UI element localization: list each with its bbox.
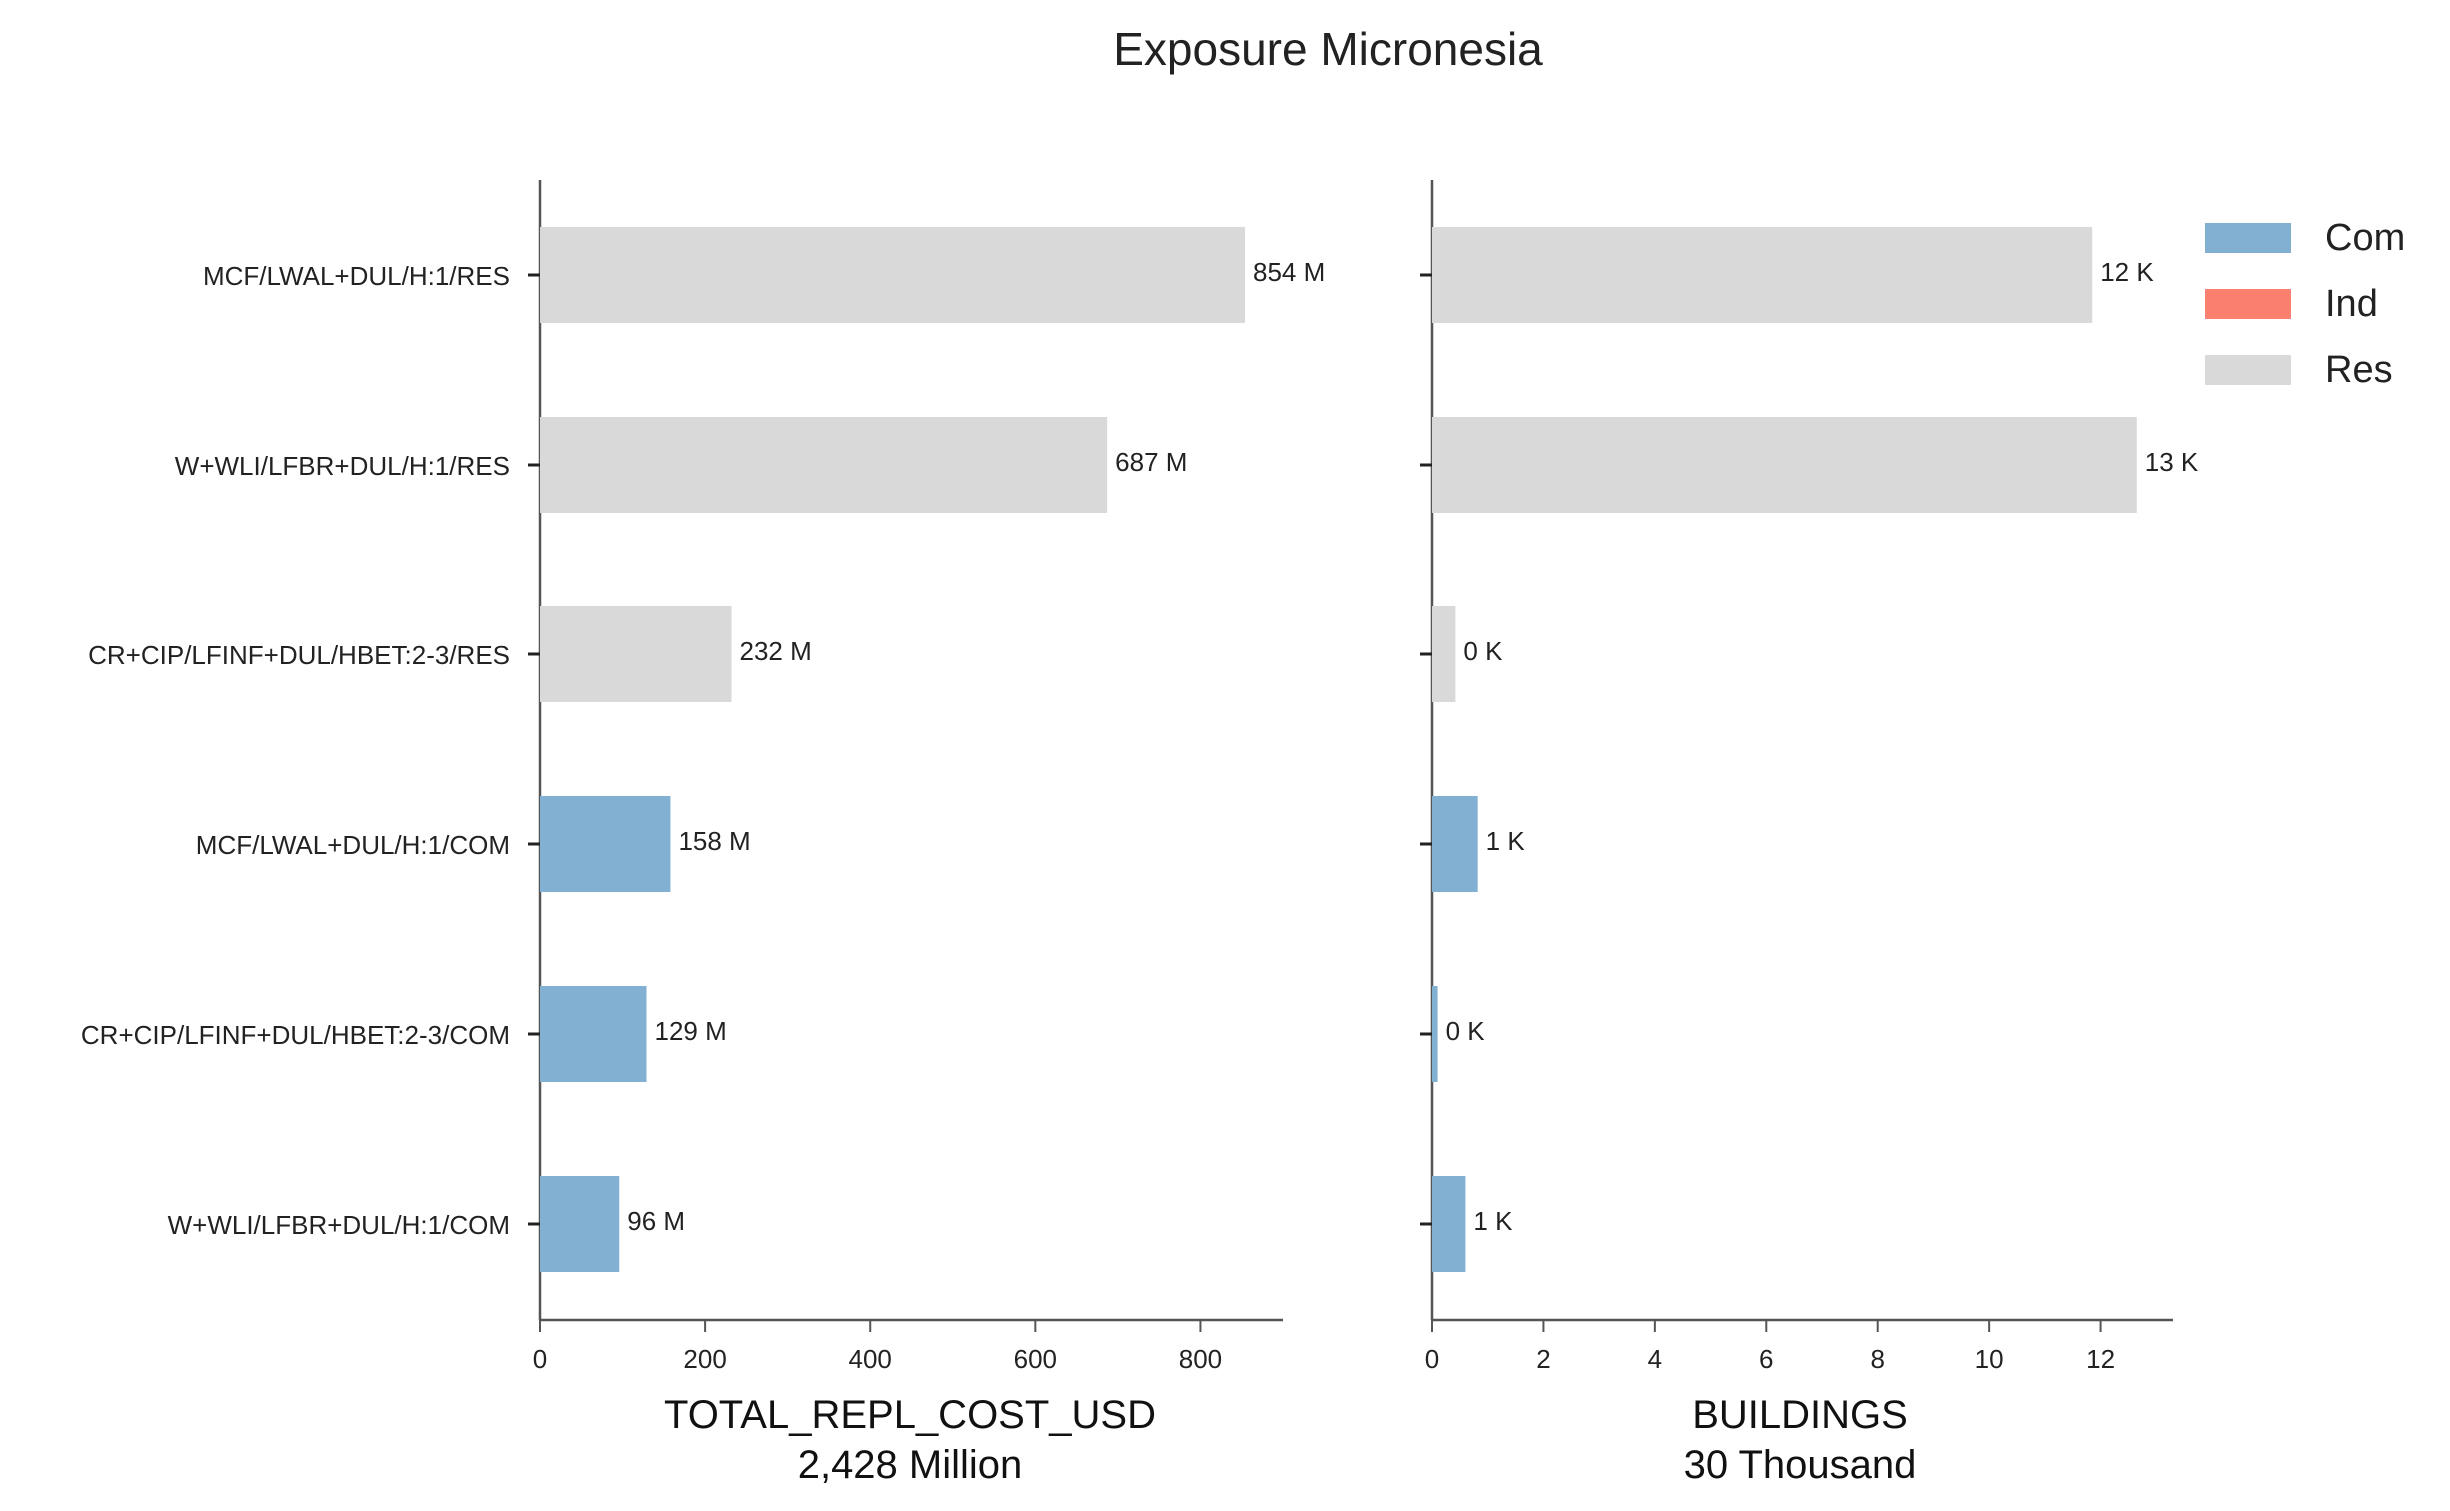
left-bar-1 xyxy=(540,417,1108,513)
right-x-tick-label-5: 10 xyxy=(1975,1344,2004,1374)
legend-swatch-com xyxy=(2205,223,2291,253)
right-xlabel-block: BUILDINGS 30 Thousand xyxy=(1430,1390,2170,1490)
right-x-tick-label-2: 4 xyxy=(1648,1344,1662,1374)
right-data-label-3: 1 K xyxy=(1486,826,1526,856)
right-data-label-5: 1 K xyxy=(1473,1206,1513,1236)
left-data-label-4: 129 M xyxy=(654,1016,726,1046)
category-label-5: W+WLI/LFBR+DUL/H:1/COM xyxy=(168,1210,510,1240)
legend-item-com: Com xyxy=(2205,205,2405,271)
left-bar-5 xyxy=(540,1176,620,1272)
right-xlabel-sub: 30 Thousand xyxy=(1683,1443,1917,1487)
left-xlabel: TOTAL_REPL_COST_USD xyxy=(663,1393,1156,1437)
right-data-label-1: 13 K xyxy=(2145,447,2199,477)
left-bar-0 xyxy=(540,227,1246,323)
left-data-label-2: 232 M xyxy=(740,636,812,666)
legend-label-ind: Ind xyxy=(2325,282,2378,325)
right-data-label-0: 12 K xyxy=(2100,257,2154,287)
category-label-3: MCF/LWAL+DUL/H:1/COM xyxy=(196,830,510,860)
legend-item-res: Res xyxy=(2205,337,2405,403)
left-bar-4 xyxy=(540,986,647,1082)
legend-swatch-res xyxy=(2205,355,2291,385)
right-bar-2 xyxy=(1432,606,1456,702)
right-bar-0 xyxy=(1432,227,2093,323)
right-xlabel: BUILDINGS xyxy=(1692,1393,1908,1437)
left-data-label-3: 158 M xyxy=(678,826,750,856)
right-x-tick-label-1: 2 xyxy=(1536,1344,1550,1374)
right-bar-5 xyxy=(1432,1176,1466,1272)
right-data-label-2: 0 K xyxy=(1463,636,1503,666)
right-data-label-4: 0 K xyxy=(1446,1016,1486,1046)
category-label-0: MCF/LWAL+DUL/H:1/RES xyxy=(203,261,510,291)
category-label-2: CR+CIP/LFINF+DUL/HBET:2-3/RES xyxy=(88,640,510,670)
legend: Com Ind Res xyxy=(2205,205,2405,403)
chart-title: Exposure Micronesia xyxy=(1113,23,1543,75)
right-bar-4 xyxy=(1432,986,1438,1082)
left-xlabel-block: TOTAL_REPL_COST_USD 2,428 Million xyxy=(540,1390,1280,1490)
left-data-label-0: 854 M xyxy=(1253,257,1325,287)
left-x-tick-label-0: 0 xyxy=(533,1344,547,1374)
left-x-tick-label-4: 800 xyxy=(1179,1344,1222,1374)
category-label-4: CR+CIP/LFINF+DUL/HBET:2-3/COM xyxy=(81,1020,510,1050)
legend-label-res: Res xyxy=(2325,348,2393,391)
left-bar-2 xyxy=(540,606,732,702)
right-x-tick-label-3: 6 xyxy=(1759,1344,1773,1374)
legend-swatch-ind xyxy=(2205,289,2291,319)
right-bar-3 xyxy=(1432,796,1478,892)
left-data-label-5: 96 M xyxy=(627,1206,685,1236)
left-x-tick-label-1: 200 xyxy=(683,1344,726,1374)
right-x-tick-label-0: 0 xyxy=(1425,1344,1439,1374)
right-bar-1 xyxy=(1432,417,2137,513)
right-x-tick-label-4: 8 xyxy=(1870,1344,1884,1374)
right-x-tick-label-6: 12 xyxy=(2086,1344,2115,1374)
legend-item-ind: Ind xyxy=(2205,271,2405,337)
category-label-1: W+WLI/LFBR+DUL/H:1/RES xyxy=(175,451,510,481)
left-xlabel-sub: 2,428 Million xyxy=(797,1443,1023,1487)
left-x-tick-label-3: 600 xyxy=(1014,1344,1057,1374)
left-data-label-1: 687 M xyxy=(1115,447,1187,477)
left-x-tick-label-2: 400 xyxy=(849,1344,892,1374)
left-bar-3 xyxy=(540,796,671,892)
legend-label-com: Com xyxy=(2325,216,2406,259)
